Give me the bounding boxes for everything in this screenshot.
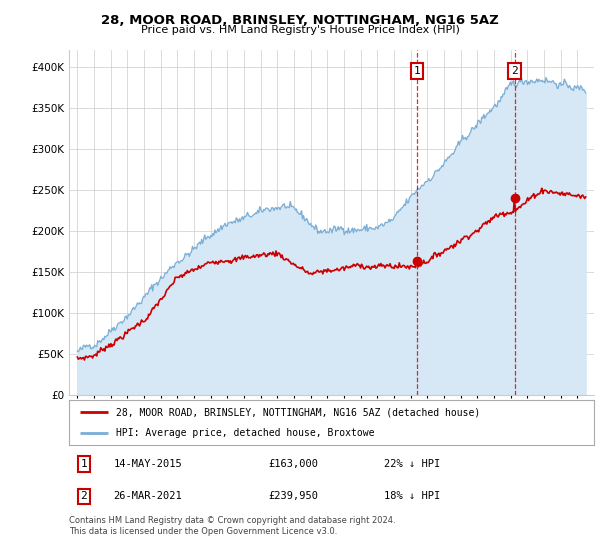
Text: 22% ↓ HPI: 22% ↓ HPI xyxy=(384,459,440,469)
Text: 28, MOOR ROAD, BRINSLEY, NOTTINGHAM, NG16 5AZ (detached house): 28, MOOR ROAD, BRINSLEY, NOTTINGHAM, NG1… xyxy=(116,408,481,418)
Text: Contains HM Land Registry data © Crown copyright and database right 2024.
This d: Contains HM Land Registry data © Crown c… xyxy=(69,516,395,536)
Text: 2: 2 xyxy=(511,66,518,76)
Text: Price paid vs. HM Land Registry's House Price Index (HPI): Price paid vs. HM Land Registry's House … xyxy=(140,25,460,35)
Text: 26-MAR-2021: 26-MAR-2021 xyxy=(113,491,182,501)
Text: 2: 2 xyxy=(80,491,87,501)
Text: 1: 1 xyxy=(80,459,87,469)
Text: £239,950: £239,950 xyxy=(269,491,319,501)
Text: HPI: Average price, detached house, Broxtowe: HPI: Average price, detached house, Brox… xyxy=(116,428,375,438)
Text: 28, MOOR ROAD, BRINSLEY, NOTTINGHAM, NG16 5AZ: 28, MOOR ROAD, BRINSLEY, NOTTINGHAM, NG1… xyxy=(101,14,499,27)
Text: 18% ↓ HPI: 18% ↓ HPI xyxy=(384,491,440,501)
Text: 1: 1 xyxy=(413,66,420,76)
Text: £163,000: £163,000 xyxy=(269,459,319,469)
Text: 14-MAY-2015: 14-MAY-2015 xyxy=(113,459,182,469)
